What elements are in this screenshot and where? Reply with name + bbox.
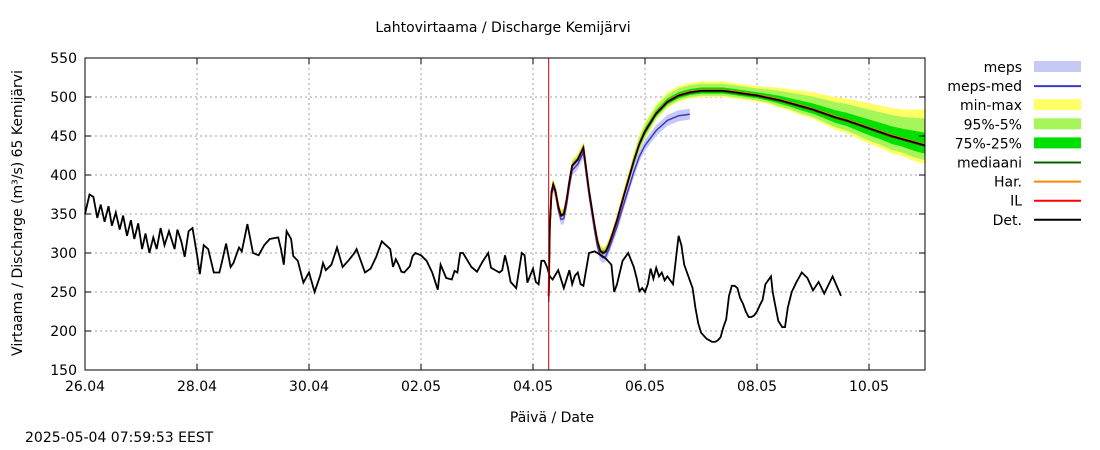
series-det-forecast <box>547 90 926 296</box>
x-tick-label: 10.05 <box>849 379 889 395</box>
y-tick-label: 200 <box>50 324 77 340</box>
legend-swatch <box>1034 61 1081 72</box>
timestamp: 2025-05-04 07:59:53 EEST <box>25 430 214 446</box>
legend-label: min-max <box>960 98 1022 114</box>
y-tick-label: 550 <box>50 51 77 67</box>
y-tick-label: 150 <box>50 363 77 379</box>
x-tick-label: 08.05 <box>737 379 777 395</box>
y-tick-label: 500 <box>50 90 77 106</box>
y-tick-label: 400 <box>50 168 77 184</box>
legend-label: Har. <box>994 175 1022 191</box>
legend-label: 95%-5% <box>964 117 1022 133</box>
y-tick-label: 450 <box>50 129 77 145</box>
x-axis-label: Päivä / Date <box>510 410 594 426</box>
x-tick-label: 28.04 <box>177 379 217 395</box>
legend-label: mediaani <box>957 156 1022 172</box>
plot-area <box>84 58 926 370</box>
x-tick-label: 26.04 <box>65 379 105 395</box>
x-tick-label: 04.05 <box>513 379 553 395</box>
legend-swatch <box>1034 137 1081 149</box>
chart-title: Lahtovirtaama / Discharge Kemijärvi <box>375 20 630 36</box>
legend-label: meps <box>984 60 1022 76</box>
y-tick-label: 350 <box>50 207 77 223</box>
series-observed <box>84 193 842 343</box>
y-axis-label: Virtaama / Discharge (m³/s) 65 Kemijärvi <box>10 70 26 356</box>
y-tick-label: 300 <box>50 246 77 262</box>
legend-label: 75%-25% <box>955 136 1022 152</box>
y-tick-label: 250 <box>50 285 77 301</box>
legend-label: IL <box>1010 194 1022 210</box>
x-tick-label: 06.05 <box>625 379 665 395</box>
x-tick-label: 02.05 <box>401 379 441 395</box>
legend-label: Det. <box>993 213 1022 229</box>
legend-label: meps-med <box>947 79 1022 95</box>
legend: meps meps-med min-max 95%-5% 75%-25% mediaani… <box>947 60 1081 229</box>
axes: 150 200 250 300 350 400 450 500 550 26.04 28.04 30.… <box>50 51 926 395</box>
legend-swatch <box>1034 118 1081 130</box>
x-tick-label: 30.04 <box>289 379 329 395</box>
legend-swatch <box>1034 99 1081 111</box>
